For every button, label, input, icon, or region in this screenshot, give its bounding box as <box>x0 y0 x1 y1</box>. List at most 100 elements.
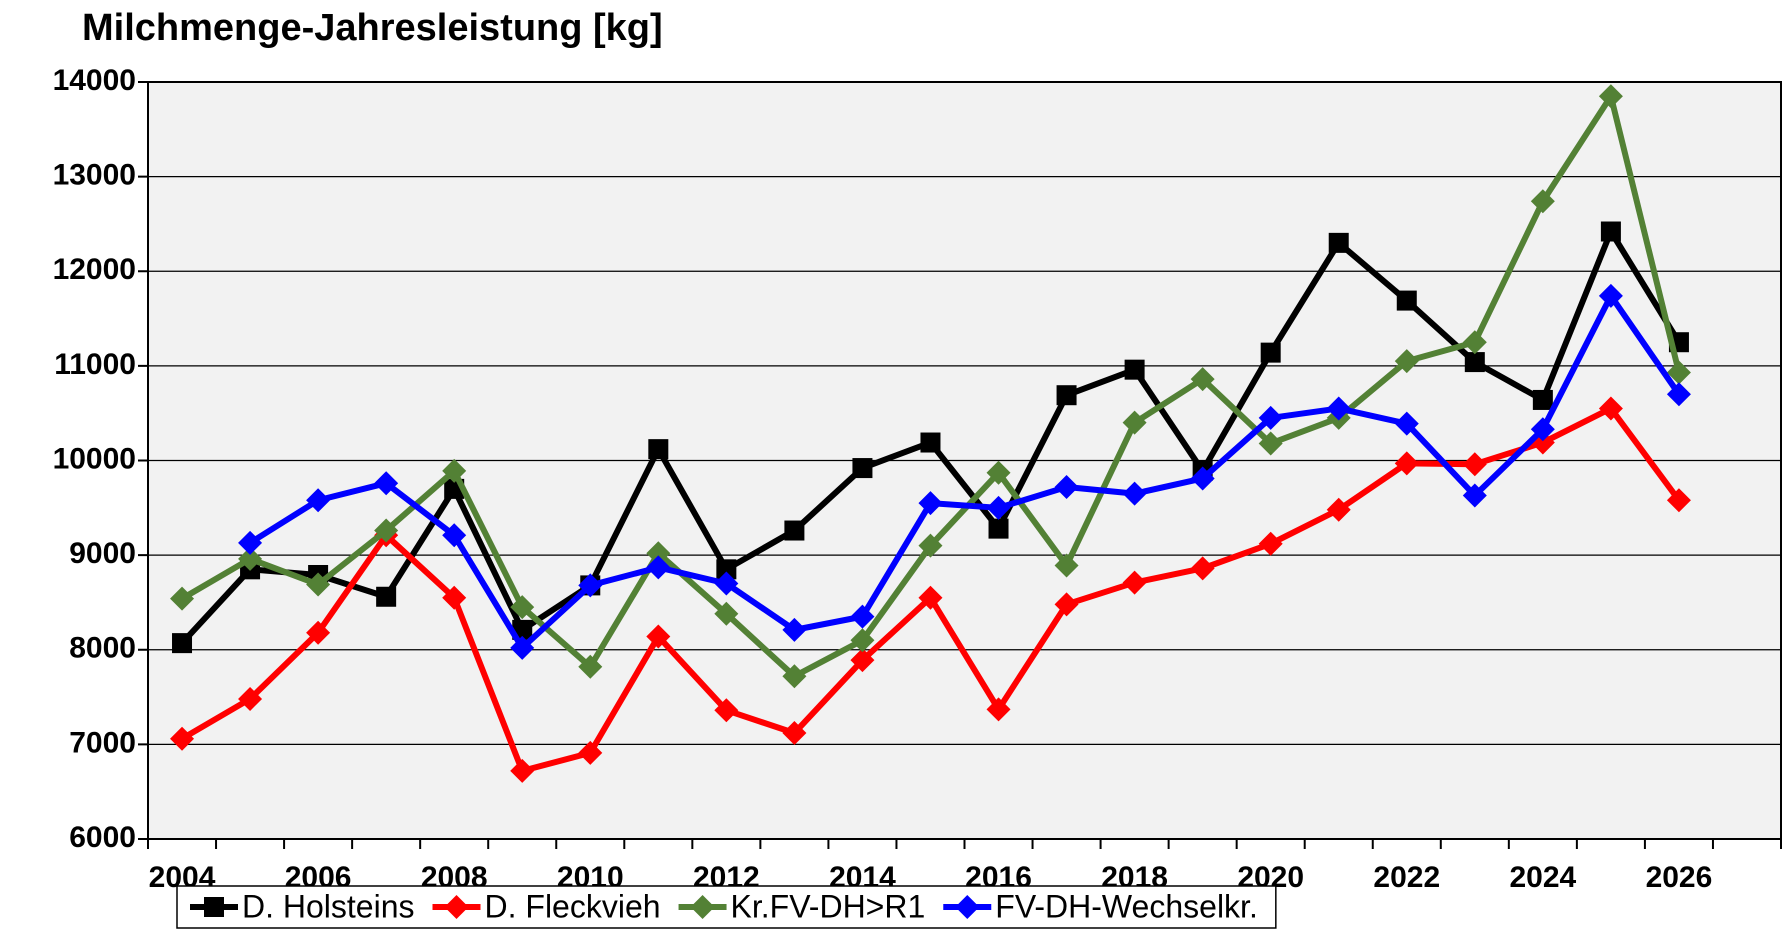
marker <box>1258 431 1283 456</box>
x-tick-label: 2022 <box>1373 861 1440 894</box>
marker <box>306 488 331 513</box>
legend: D. Holsteins D. Fleckvieh Kr.FV-DH>R1 FV-DH… <box>176 885 1277 929</box>
marker <box>204 897 224 917</box>
marker <box>850 648 875 673</box>
marker <box>170 726 195 751</box>
y-tick-label: 7000 <box>69 726 136 759</box>
x-tick-label: 2024 <box>1509 861 1576 894</box>
marker <box>442 585 467 610</box>
chart-title: Milchmenge-Jahresleistung [kg] <box>82 7 663 49</box>
marker <box>646 555 671 580</box>
marker <box>1394 349 1419 374</box>
marker <box>376 586 397 607</box>
marker <box>1600 221 1621 242</box>
marker <box>646 624 671 649</box>
marker <box>986 460 1011 485</box>
marker <box>1326 396 1351 421</box>
marker <box>1598 283 1623 308</box>
marker <box>510 595 535 620</box>
y-tick-label: 14000 <box>53 64 136 97</box>
marker <box>714 601 739 626</box>
marker <box>852 458 873 479</box>
marker <box>1326 497 1351 522</box>
marker <box>1532 389 1553 410</box>
marker <box>1054 553 1079 578</box>
series <box>170 84 1691 689</box>
marker <box>690 895 715 919</box>
series <box>238 283 1691 660</box>
marker <box>782 617 807 642</box>
marker <box>1462 452 1487 477</box>
marker <box>442 458 467 483</box>
legend-label: FV-DH-Wechselkr. <box>995 888 1258 924</box>
marker <box>918 533 943 558</box>
marker <box>442 523 467 548</box>
marker <box>1124 359 1145 380</box>
marker <box>1122 570 1147 595</box>
marker <box>1394 411 1419 436</box>
marker <box>1462 330 1487 355</box>
marker <box>714 571 739 596</box>
marker <box>172 633 193 654</box>
y-tick-label: 12000 <box>53 253 136 286</box>
y-tick-label: 8000 <box>69 632 136 665</box>
marker <box>578 654 603 679</box>
marker <box>1190 367 1215 392</box>
marker <box>850 604 875 629</box>
marker <box>1598 84 1623 109</box>
marker <box>374 471 399 496</box>
marker <box>1530 417 1555 442</box>
series-line <box>248 292 1682 651</box>
marker <box>444 895 469 919</box>
marker <box>578 740 603 765</box>
marker <box>920 432 941 453</box>
marker <box>986 697 1011 722</box>
marker <box>1054 592 1079 617</box>
marker <box>510 758 535 783</box>
marker <box>374 518 399 543</box>
marker <box>918 491 943 516</box>
marker <box>1054 474 1079 499</box>
legend-label: D. Holsteins <box>242 888 415 924</box>
marker <box>1394 451 1419 476</box>
y-tick-label: 6000 <box>69 821 136 854</box>
marker <box>1666 360 1691 385</box>
marker <box>1666 382 1691 407</box>
y-tick-label: 10000 <box>53 442 136 475</box>
marker <box>238 686 263 711</box>
marker <box>714 698 739 723</box>
marker <box>1122 481 1147 506</box>
marker <box>782 664 807 689</box>
marker <box>988 518 1009 539</box>
marker <box>850 628 875 653</box>
marker <box>986 495 1011 520</box>
marker <box>782 721 807 746</box>
marker <box>1190 466 1215 491</box>
marker <box>1396 290 1417 311</box>
marker <box>306 572 331 597</box>
marker <box>1530 189 1555 214</box>
marker <box>1258 531 1283 556</box>
marker <box>1190 556 1215 581</box>
marker <box>1462 483 1487 508</box>
marker <box>1122 410 1147 435</box>
y-tick-label: 13000 <box>53 159 136 192</box>
marker <box>238 530 263 555</box>
marker <box>955 895 980 919</box>
marker <box>1056 385 1077 406</box>
marker <box>918 585 943 610</box>
marker <box>784 520 805 541</box>
marker <box>238 546 263 571</box>
marker <box>578 573 603 598</box>
y-tick-label: 11000 <box>54 348 136 381</box>
marker <box>510 635 535 660</box>
marker <box>1598 396 1623 421</box>
marker <box>1464 352 1485 373</box>
marker <box>170 586 195 611</box>
x-tick-label: 2026 <box>1646 861 1713 894</box>
marker <box>1260 342 1281 363</box>
marker <box>1258 405 1283 430</box>
marker <box>716 559 737 580</box>
marker <box>306 620 331 645</box>
